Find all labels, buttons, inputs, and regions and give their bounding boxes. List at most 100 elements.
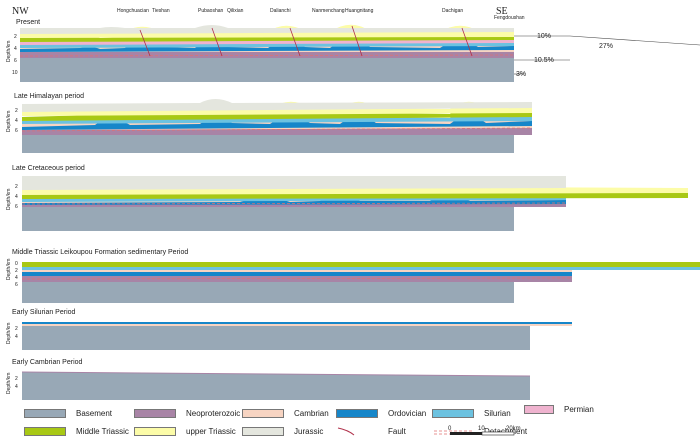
legend-item-neoproterozoic: Neoproterozoic: [134, 408, 240, 420]
neoproterozoic-layer: [22, 276, 572, 282]
panel-late-himalayan: Late Himalayan period Depth/km 2 4 6: [6, 93, 533, 153]
depth-tick: 6: [14, 58, 17, 64]
silurian-layer: [22, 266, 700, 270]
legend-swatch: [24, 427, 66, 437]
depth-tick: 4: [14, 46, 17, 52]
location-label: Qilixian: [227, 8, 244, 14]
depth-tick: 0: [15, 261, 18, 267]
legend-swatch: [24, 409, 66, 419]
location-label: Dalianchi: [270, 8, 291, 14]
depth-axis-label: Depth/km: [6, 41, 12, 62]
depth-axis-label: Depth/km: [6, 111, 12, 132]
jurassic-layer: [22, 176, 566, 190]
cambrian-layer: [22, 324, 572, 326]
location-label: Nanmenchang: [312, 8, 345, 14]
depth-tick: 4: [15, 384, 18, 390]
location-label: Hongchuacian: [117, 8, 149, 14]
location-label: Dachigan: [442, 8, 463, 14]
depth-tick: 4: [15, 118, 18, 124]
shortening-annotations: 10% 27% 10.5% 3%: [514, 33, 700, 78]
legend-item-upper-triassic: upper Triassic: [134, 426, 236, 438]
depth-tick: 4: [15, 194, 18, 200]
panel-title: Middle Triassic Leikoupou Formation sedi…: [12, 249, 188, 256]
basement-layer: [22, 207, 514, 231]
fault-lines: [139, 25, 473, 57]
basement-layer: [22, 372, 530, 400]
shortening-line-total: [569, 35, 700, 46]
legend-swatch: [242, 409, 284, 419]
panel-title: Present: [16, 19, 40, 26]
fault-icon: [336, 427, 378, 436]
basement-layer: [22, 326, 530, 350]
detachment-line: [19, 54, 515, 57]
legend-item-permian: Permian: [524, 404, 594, 416]
legend-swatch: [134, 409, 176, 419]
depth-tick: 2: [15, 184, 18, 190]
legend: Basement Neoproterozoic Cambrian Ordovic…: [24, 405, 594, 438]
shortening-total-label: 27%: [599, 43, 613, 50]
depth-tick: 2: [15, 376, 18, 382]
panel-middle-triassic: Middle Triassic Leikoupou Formation sedi…: [6, 249, 700, 303]
cambrian-layer: [22, 270, 572, 272]
depth-tick: 2: [15, 108, 18, 114]
depth-axis-label: Depth/km: [6, 323, 12, 344]
legend-swatch: [242, 427, 284, 437]
detachment-line: [21, 202, 567, 205]
legend-item-middle-triassic: Middle Triassic: [24, 426, 129, 438]
depth-axis-label: Depth/km: [6, 189, 12, 210]
basement-layer: [22, 135, 514, 153]
shortening-bottom-label: 3%: [516, 71, 526, 78]
orientation-se: SE: [496, 6, 508, 17]
ordovician-layer: [22, 322, 572, 324]
depth-tick: 4: [15, 334, 18, 340]
shortening-middle-label: 10.5%: [534, 57, 554, 64]
panel-early-cambrian: Early Cambrian Period Depth/km 2 4: [6, 359, 531, 400]
jurassic-layer: [22, 99, 532, 112]
panel-early-silurian: Early Silurian Period Depth/km 2 4: [6, 309, 572, 350]
legend-swatch: [432, 409, 474, 419]
legend-item-jurassic: Jurassic: [242, 426, 323, 438]
panel-late-cretaceous: Late Cretaceous period Depth/km 2 4 6: [6, 165, 688, 231]
depth-axis-label: Depth/km: [6, 373, 12, 394]
ordovician-layer: [22, 116, 532, 130]
depth-tick: 4: [15, 275, 18, 281]
detachment-line: [21, 127, 533, 132]
middle-triassic-layer: [22, 262, 700, 267]
legend-item-ordovician: Ordovician: [336, 408, 426, 420]
depth-tick: 2: [15, 268, 18, 274]
panel-title: Early Cambrian Period: [12, 359, 83, 366]
ordovician-layer: [22, 272, 572, 276]
silurian-layer: [22, 190, 566, 202]
ordovician-layer: [22, 195, 566, 205]
depth-tick: 6: [15, 282, 18, 288]
panel-title: Late Cretaceous period: [12, 165, 85, 172]
scale-tick: 0: [448, 426, 452, 432]
location-label: Fengdoushan: [494, 15, 525, 21]
panel-title: Early Silurian Period: [12, 309, 76, 316]
legend-item-basement: Basement: [24, 408, 112, 420]
jurassic-layer: [20, 25, 514, 34]
legend-item-fault: Fault: [336, 426, 406, 438]
depth-tick: 10: [12, 70, 18, 76]
depth-tick: 6: [15, 204, 18, 210]
scale-tick: 10: [478, 426, 485, 432]
basement-layer: [20, 58, 514, 82]
location-label: Pubaoshan: [198, 8, 224, 14]
depth-tick: 2: [14, 34, 17, 40]
legend-swatch: [134, 427, 176, 437]
legend-swatch: [524, 405, 554, 415]
panel-present: Present Depth/km 2 4 6 10: [6, 19, 515, 82]
depth-tick: 6: [15, 128, 18, 134]
shortening-top-label: 10%: [537, 33, 551, 40]
orientation-nw: NW: [12, 6, 29, 17]
location-label: Tieshan: [152, 8, 170, 14]
scale-tick: 20km: [506, 426, 521, 432]
panel-title: Late Himalayan period: [14, 93, 84, 100]
location-label: Huangnitang: [345, 8, 374, 14]
location-labels: Hongchuacian Tieshan Pubaoshan Qilixian …: [117, 8, 525, 21]
legend-swatch: [336, 409, 378, 419]
neoproterozoic-line: [21, 371, 531, 377]
depth-tick: 2: [15, 326, 18, 332]
legend-item-cambrian: Cambrian: [242, 408, 329, 420]
